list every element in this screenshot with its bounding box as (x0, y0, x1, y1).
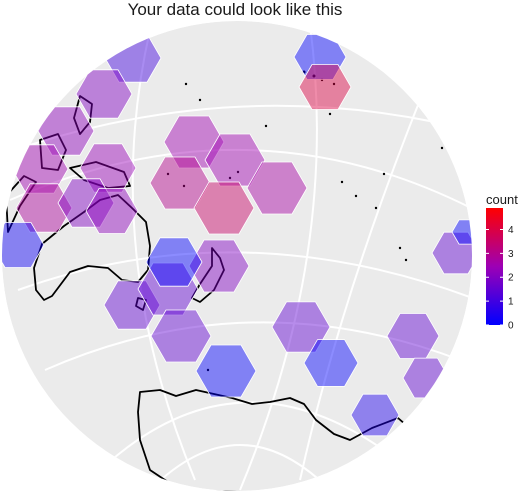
graticule-line (29, 104, 471, 146)
new-guinea-coast (69, 161, 131, 189)
new-zealand-coast (191, 247, 225, 303)
island (184, 82, 188, 86)
graticule-line (149, 444, 331, 491)
hex-layer (2, 33, 472, 437)
island (354, 194, 358, 198)
hex-cell (298, 64, 352, 110)
island (312, 74, 316, 78)
hex-cell (57, 178, 115, 228)
legend-tick-label: 0 (508, 321, 514, 332)
hex-cell (204, 133, 266, 187)
island (166, 172, 170, 176)
hex-cell (137, 262, 199, 316)
legend-tick-label: 4 (508, 225, 514, 236)
hex-cell (350, 393, 400, 437)
graticule-line (239, 24, 318, 491)
islands (166, 70, 444, 372)
south-america-coast (449, 363, 472, 457)
hex-cell (451, 219, 472, 245)
globe-background (2, 21, 472, 491)
island (182, 184, 186, 188)
tasmania-coast (135, 297, 147, 311)
island (328, 112, 332, 116)
hex-cell (193, 181, 255, 235)
hex-cell (145, 237, 203, 287)
hex-cell (431, 231, 472, 275)
island (398, 246, 402, 250)
island (228, 176, 232, 180)
hex-cell (85, 188, 139, 234)
philippines-coast (73, 95, 93, 135)
hex-cell (103, 280, 161, 330)
globe (2, 21, 472, 491)
graticule (9, 24, 472, 491)
island (264, 124, 268, 128)
graticule-line (17, 251, 472, 301)
island (198, 98, 202, 102)
hex-cell (150, 309, 212, 363)
graticule-line (131, 29, 196, 481)
legend-ticks: 0 1 2 3 4 (486, 225, 514, 332)
hex-cell (75, 69, 133, 119)
island (440, 146, 444, 150)
graticule-line (44, 321, 461, 371)
legend-tick-label: 1 (508, 297, 514, 308)
island (236, 170, 240, 174)
hex-cell (15, 183, 73, 233)
legend-colorbar (486, 208, 503, 325)
island (332, 82, 336, 86)
graticule-line (9, 148, 472, 211)
legend-tick-label: 2 (508, 273, 514, 284)
sumatra-coast (5, 175, 37, 233)
hex-cell (246, 161, 308, 215)
island (206, 368, 210, 372)
hex-cell (188, 239, 250, 293)
island (404, 258, 408, 262)
hex-cell (79, 143, 137, 193)
hex-cell (271, 301, 331, 353)
island (382, 172, 386, 176)
hex-cell (303, 339, 359, 387)
island (340, 180, 344, 184)
graticule-line (299, 99, 421, 481)
hex-cell (2, 222, 45, 268)
hex-cell (195, 344, 257, 398)
island (374, 206, 378, 210)
chart-title: Your data could look like this (127, 0, 343, 19)
legend-tick-label: 3 (508, 249, 514, 260)
legend-title: count (486, 192, 518, 207)
borneo-coast (39, 133, 67, 171)
australia-coast (33, 194, 151, 301)
hex-cell (163, 115, 225, 169)
legend: count 0 1 2 3 4 (486, 192, 518, 332)
